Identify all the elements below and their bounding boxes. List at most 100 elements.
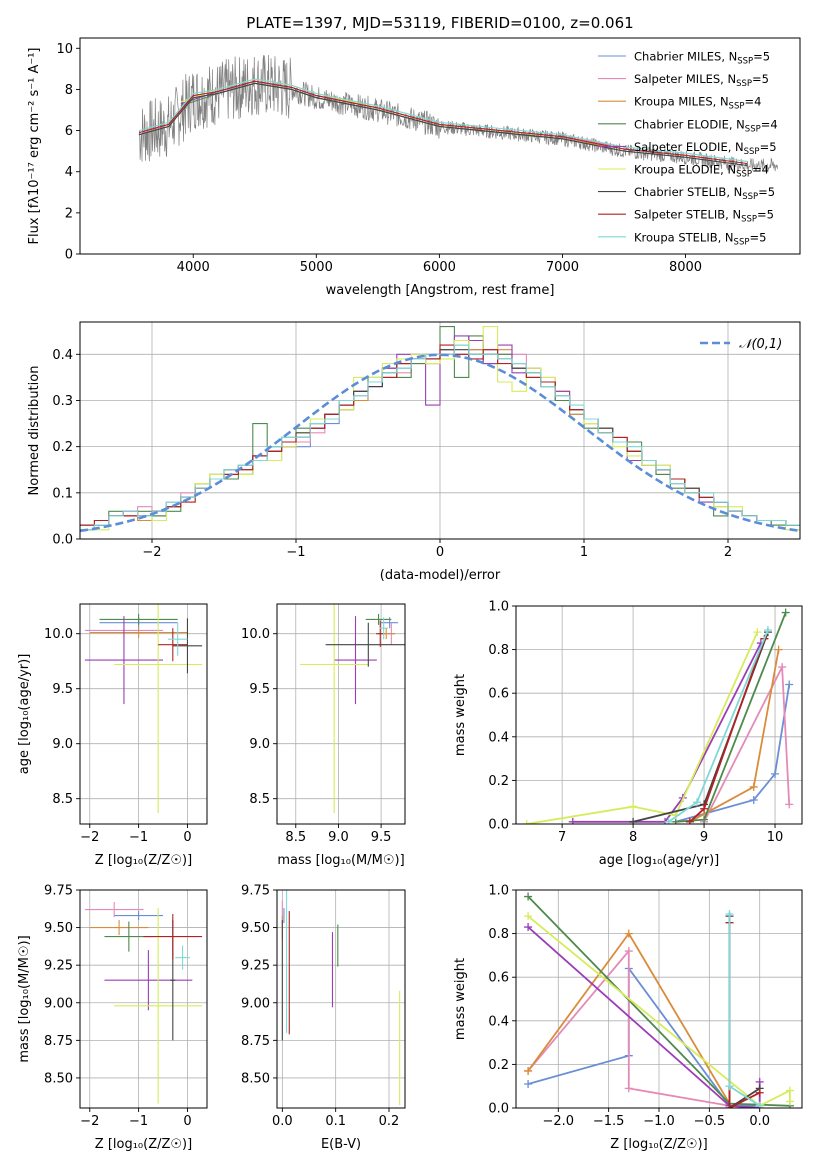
x-tick-label: −2 xyxy=(142,545,161,560)
weight-line xyxy=(675,684,791,823)
legend-subscript: SSP xyxy=(742,192,758,202)
x-tick-label: 7 xyxy=(558,830,566,845)
y-tick-label: 9.50 xyxy=(44,921,73,936)
x-tick-label: −1 xyxy=(286,545,305,560)
errorbar-point xyxy=(84,616,164,705)
legend-subscript: SSP xyxy=(741,215,757,225)
weight-line xyxy=(675,612,787,823)
weight-marker xyxy=(753,628,762,637)
figure-title: PLATE=1397, MJD=53119, FIBERID=0100, z=0… xyxy=(246,14,633,32)
errorbar-point xyxy=(99,613,178,625)
y-tick-label: 0.6 xyxy=(488,687,509,702)
legend-count: =5 xyxy=(753,50,770,64)
weight-marker xyxy=(629,817,638,824)
x-axis-label: Z [log₁₀(Z/Z☉)] xyxy=(95,853,192,868)
errorbar-point xyxy=(334,616,377,705)
weight-marker xyxy=(524,892,533,901)
frame-weight-vs-Z: −2.0 −1.5 −1.0 −0.5 0.0 0.0 0.2 0.4 0.6 0.8 1.0 xyxy=(488,884,803,1129)
y-tick-label: 9.00 xyxy=(241,996,270,1011)
legend-entry: Salpeter MILES, NSSP=5 xyxy=(634,72,769,89)
y-tick-label: 9.0 xyxy=(52,737,73,752)
weight-marker xyxy=(749,796,758,805)
y-axis-label: mass [log₁₀(M/M☉)] xyxy=(17,935,32,1062)
y-tick-label: 10 xyxy=(56,42,73,57)
model-spectrum-line xyxy=(138,80,748,165)
weight-marker xyxy=(785,1086,794,1095)
x-axis-label: Z [log₁₀(Z/Z☉)] xyxy=(95,1137,192,1152)
x-tick-label: 7000 xyxy=(546,260,579,275)
y-tick-label: 8.75 xyxy=(44,1034,73,1049)
x-tick-label: 0.0 xyxy=(749,1114,770,1129)
y-tick-label: 6 xyxy=(65,124,73,139)
axes-mass-vs-Z xyxy=(80,889,207,1108)
x-tick-label: −1.0 xyxy=(643,1114,675,1129)
y-tick-label: 0.6 xyxy=(488,971,509,986)
plot-area-residuals xyxy=(80,326,800,533)
legend-subscript: SSP xyxy=(744,147,760,157)
x-tick-label: 8.5 xyxy=(285,830,306,845)
legend-count: =4 xyxy=(752,163,769,177)
x-tick-label: −2 xyxy=(80,830,99,845)
y-tick-label: 0.2 xyxy=(52,440,73,455)
errorbar-point xyxy=(375,620,385,647)
weight-line xyxy=(572,642,762,823)
x-tick-label: 2 xyxy=(724,545,732,560)
y-tick-label: 1.0 xyxy=(488,884,509,899)
legend-entry: Kroupa ELODIE, NSSP=4 xyxy=(634,163,769,180)
weight-marker xyxy=(524,912,533,921)
y-tick-label: 0.1 xyxy=(52,486,73,501)
plot-area-age-vs-Z xyxy=(84,604,203,813)
y-tick-label: 0.0 xyxy=(488,1102,509,1117)
y-tick-label: 9.75 xyxy=(241,884,270,899)
y-tick-label: 0 xyxy=(65,248,73,263)
y-tick-label: 8.75 xyxy=(241,1034,270,1049)
y-tick-label: 8 xyxy=(65,83,73,98)
axes-frame xyxy=(79,889,208,1109)
weight-marker xyxy=(755,1088,764,1097)
x-tick-label: −1.5 xyxy=(593,1114,625,1129)
weight-marker xyxy=(624,929,633,938)
legend-count: =5 xyxy=(757,208,774,222)
weight-marker xyxy=(725,1082,734,1091)
x-axis-label: (data-model)/error xyxy=(380,568,501,583)
y-axis-label: mass weight xyxy=(453,958,468,1040)
errorbar-point xyxy=(84,902,144,918)
y-tick-label: 9.75 xyxy=(44,884,73,899)
weight-marker xyxy=(725,1104,734,1108)
y-tick-label: 9.5 xyxy=(249,682,270,697)
weight-marker xyxy=(524,1066,533,1075)
y-tick-label: 0.2 xyxy=(488,1058,509,1073)
weight-marker xyxy=(685,817,694,824)
weight-marker xyxy=(785,680,794,689)
axes-frame xyxy=(515,605,803,825)
model-spectrum-line xyxy=(138,82,748,167)
y-tick-label: 0.8 xyxy=(488,643,509,658)
weight-line xyxy=(527,926,761,1108)
weight-marker xyxy=(755,1101,764,1108)
frame-age-vs-mass: 8.5 9.0 9.5 8.5 9.0 9.5 10.0 xyxy=(241,603,406,845)
y-tick-label: 8.5 xyxy=(249,792,270,807)
y-axis-label: Normed distribution xyxy=(27,366,42,496)
weight-marker xyxy=(774,645,783,654)
weight-marker xyxy=(624,1084,633,1093)
errorbar-point xyxy=(325,622,405,667)
legend-entry: Kroupa STELIB, NSSP=5 xyxy=(634,230,766,247)
weight-line xyxy=(728,916,761,1108)
weight-marker xyxy=(524,923,533,932)
legend-subscript: SSP xyxy=(736,79,752,89)
x-axis-label: age [log₁₀(age/yr)] xyxy=(599,853,720,868)
weight-marker xyxy=(700,804,709,813)
axes-frame xyxy=(79,603,208,825)
y-tick-label: 9.00 xyxy=(44,996,73,1011)
x-tick-label: 0 xyxy=(183,1114,191,1129)
weight-line xyxy=(728,914,761,1107)
y-tick-label: 0.4 xyxy=(488,730,509,745)
y-tick-label: 9.5 xyxy=(52,682,73,697)
y-tick-label: 8.50 xyxy=(44,1071,73,1086)
x-tick-label: 9 xyxy=(700,830,708,845)
y-tick-label: 10.0 xyxy=(44,627,73,642)
normal-curve xyxy=(80,353,800,533)
y-axis-label: Flux [fλ10⁻¹⁷ erg cm⁻² s⁻¹ A⁻¹] xyxy=(27,48,42,245)
weight-marker xyxy=(785,1097,794,1106)
